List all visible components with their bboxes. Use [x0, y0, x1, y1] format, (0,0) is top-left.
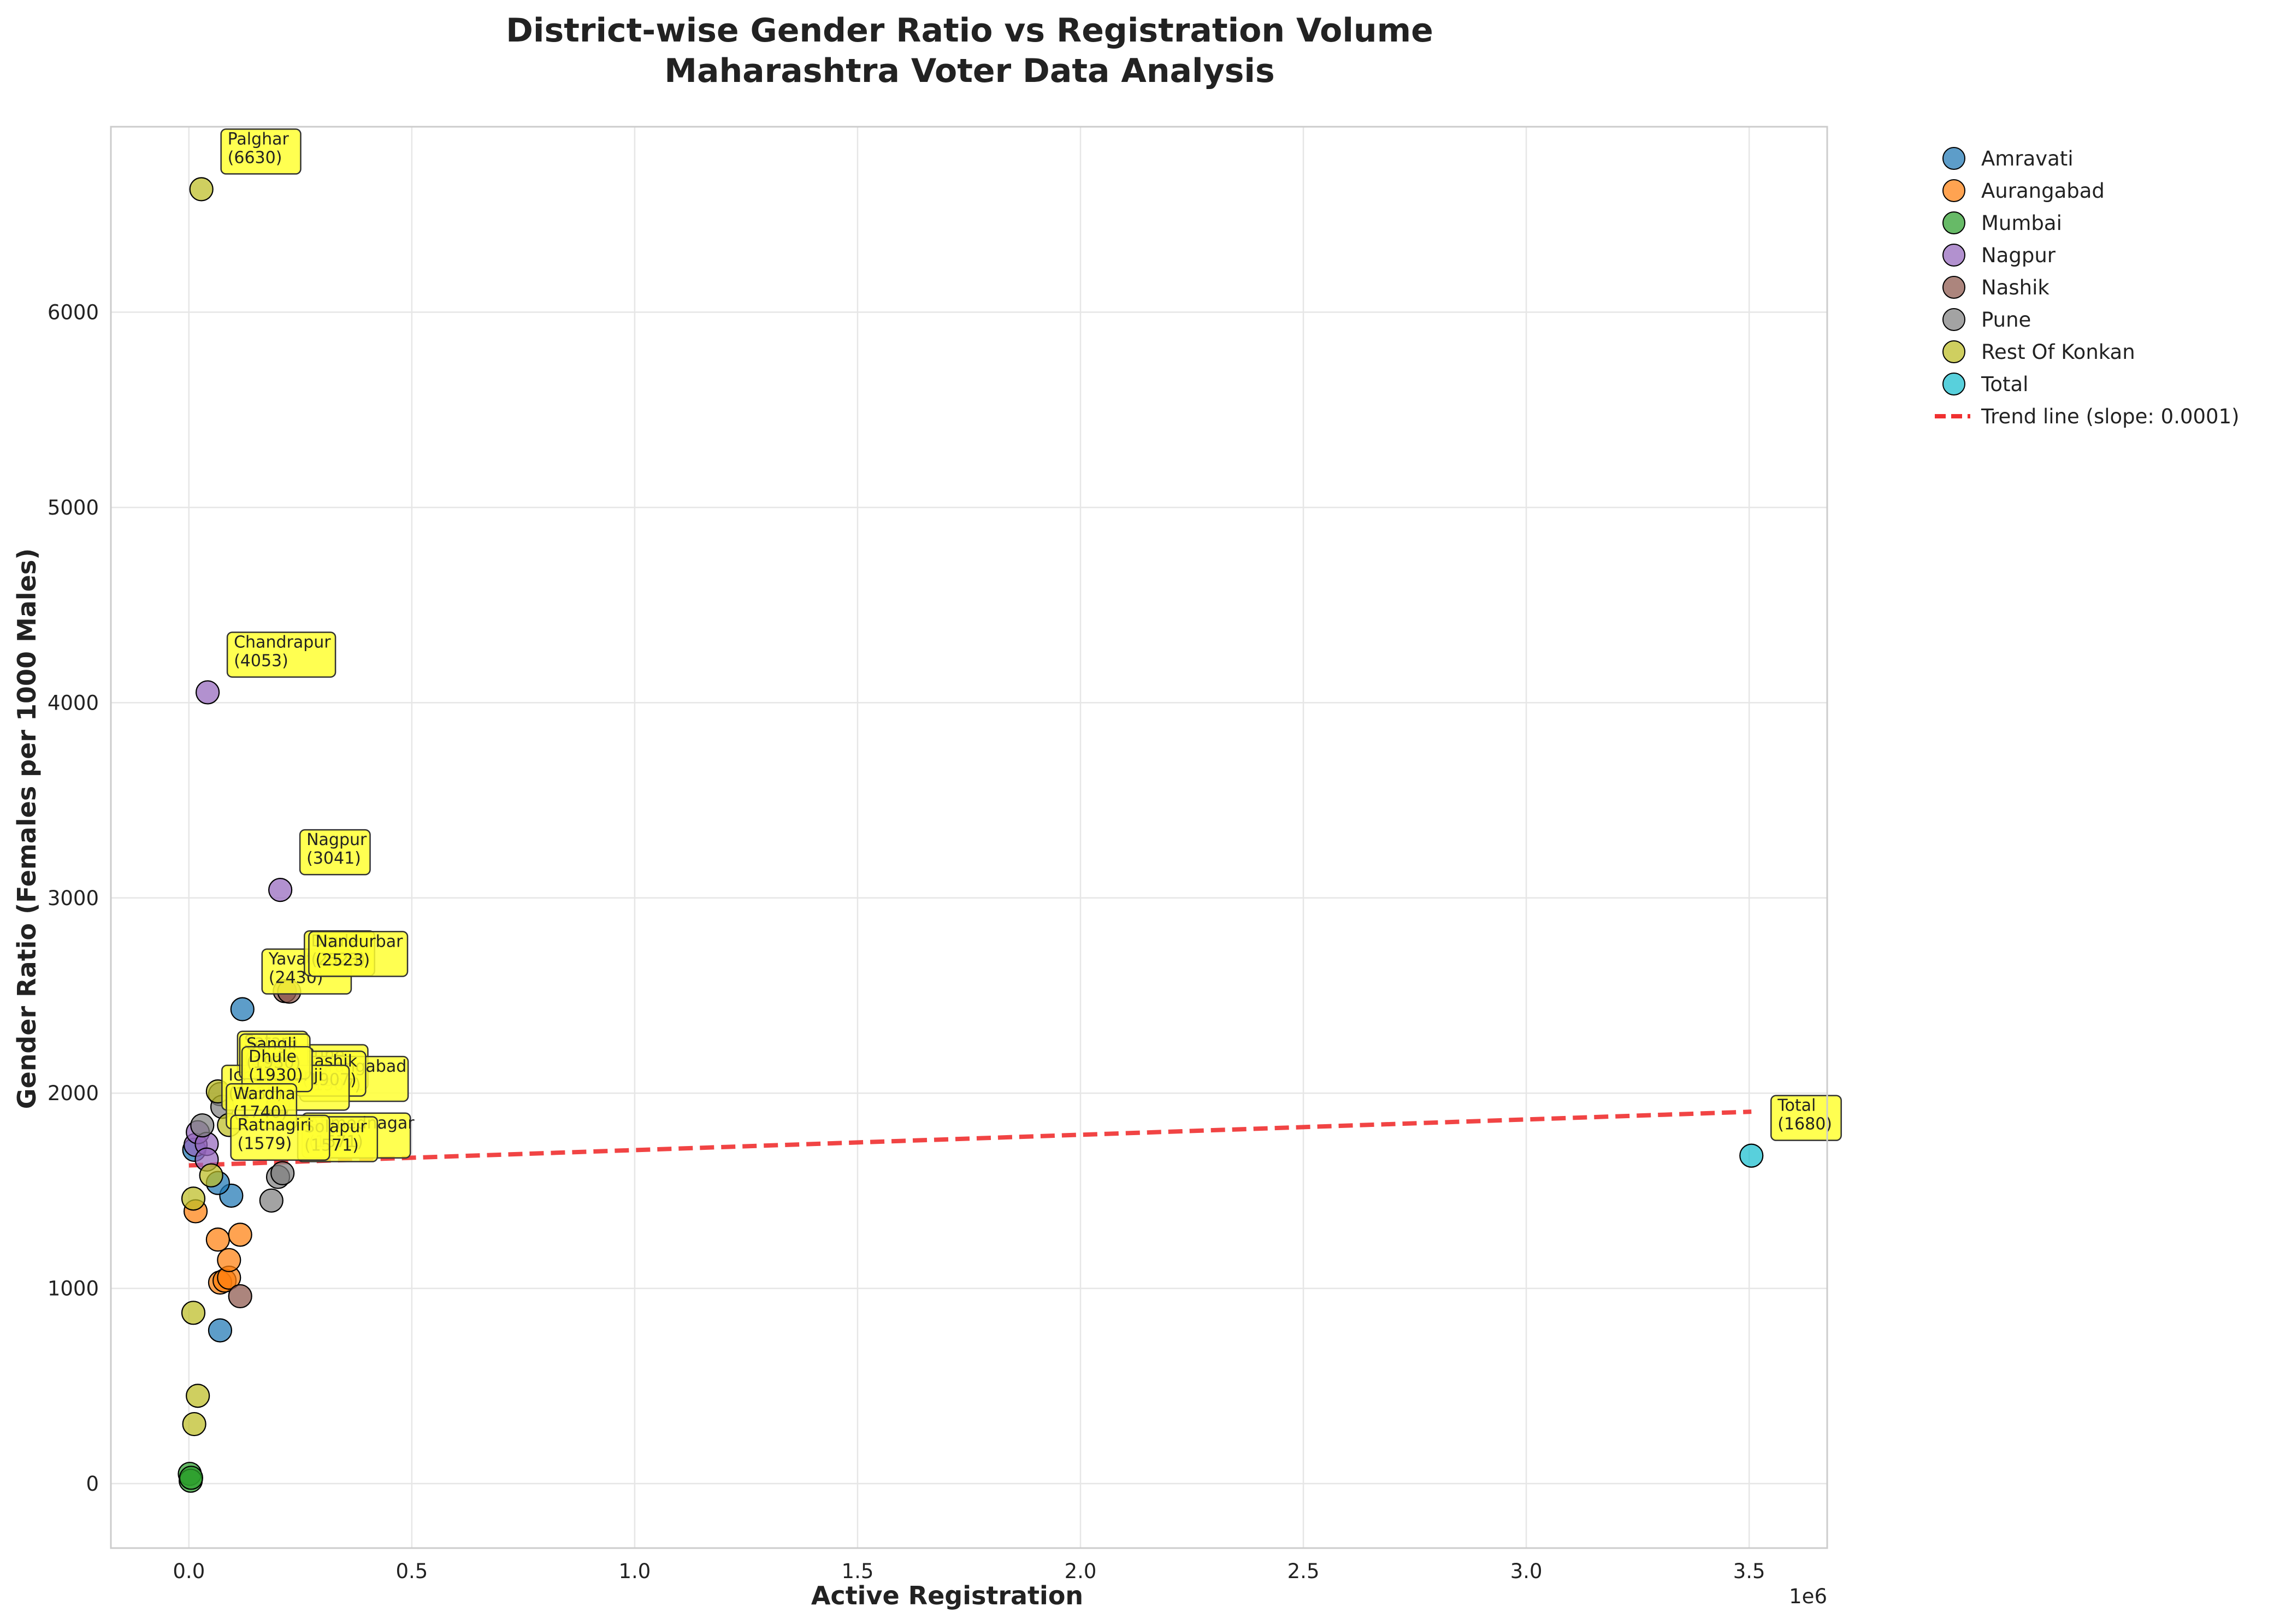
scatter-point	[182, 1412, 206, 1437]
y-tick-label: 2000	[48, 1082, 99, 1105]
legend-marker	[1942, 179, 1965, 202]
x-tick-label: 1.0	[619, 1560, 651, 1583]
legend-label: Total	[1981, 373, 2028, 396]
annotation-text: Dhule (1930)	[249, 1047, 303, 1085]
scatter-point	[228, 1284, 252, 1309]
legend-label: Nashik	[1981, 276, 2049, 299]
legend-marker	[1942, 211, 1965, 234]
annotation-label: Ratnagiri (1579)	[230, 1114, 330, 1161]
annotation-text: Ratnagiri (1579)	[238, 1116, 312, 1154]
chart-title: District-wise Gender Ratio vs Registrati…	[506, 11, 1433, 50]
scatter-point	[205, 1227, 230, 1252]
x-axis-label: Active Registration	[811, 1581, 1083, 1610]
x-tick-label: 3.5	[1733, 1560, 1765, 1583]
legend-marker	[1942, 373, 1965, 395]
x-tick-label: 0.0	[173, 1560, 205, 1583]
annotations: Palghar (6630) Chandrapur (4053) Nagpur (3041…	[220, 128, 1842, 1162]
legend-label: Pune	[1981, 308, 2031, 332]
annotation-box	[308, 931, 409, 977]
plot-area-frame	[110, 126, 1828, 1549]
chart-subtitle: Maharashtra Voter Data Analysis	[664, 52, 1274, 90]
x-tick-label: 2.5	[1287, 1560, 1320, 1583]
legend-marker	[1942, 308, 1965, 331]
annotation-label: Nandurbar (2523)	[308, 931, 409, 977]
y-tick-label: 5000	[48, 496, 99, 519]
x-tick-label: 3.0	[1510, 1560, 1543, 1583]
annotation-label: Total (1680)	[1770, 1095, 1842, 1141]
legend-label: Amravati	[1981, 147, 2074, 170]
x-tick-label: 1.5	[842, 1560, 874, 1583]
legend-marker	[1942, 244, 1965, 267]
x-axis-ticks: 0.0 0.5 1.0 1.5 2.0 2.5 3.0 3.5	[173, 1560, 1765, 1583]
annotation-label: Dhule (1930)	[241, 1046, 313, 1092]
annotation-box	[226, 631, 336, 678]
annotation-label: Palghar (6630)	[220, 128, 302, 175]
scatter-point	[186, 1384, 210, 1408]
annotation-label: Nagpur (3041)	[299, 829, 371, 876]
legend-label: Trend line (slope: 0.0001)	[1981, 405, 2240, 428]
legend-marker	[1942, 276, 1965, 299]
scatter-points	[178, 177, 1764, 1493]
annotation-text: Total (1680)	[1777, 1096, 1832, 1134]
legend-label: Rest Of Konkan	[1981, 340, 2135, 364]
scatter-point	[181, 1301, 206, 1325]
scatter-point	[199, 1163, 223, 1188]
x-axis-offset-label: 1e6	[1789, 1585, 1827, 1608]
trend-line	[188, 1109, 1752, 1168]
annotation-box	[299, 829, 371, 876]
scatter-point	[179, 1466, 203, 1490]
annotation-box	[230, 1114, 330, 1161]
scatter-point	[268, 878, 293, 902]
scatter-point	[190, 1113, 215, 1138]
annotation-text: Nandurbar (2523)	[315, 932, 403, 970]
y-tick-label: 4000	[48, 691, 99, 714]
x-tick-label: 0.5	[395, 1560, 428, 1583]
y-tick-label: 1000	[48, 1277, 99, 1301]
legend-label: Aurangabad	[1981, 179, 2105, 203]
legend-label: Nagpur	[1981, 244, 2056, 267]
scatter-point	[228, 1223, 252, 1247]
annotation-box	[220, 128, 302, 175]
scatter-point	[259, 1188, 283, 1213]
annotation-text: Chandrapur (4053)	[234, 633, 331, 670]
scatter-point	[230, 997, 255, 1021]
scatter-point	[217, 1248, 241, 1272]
annotation-text: Palghar (6630)	[228, 129, 290, 167]
y-tick-label: 3000	[48, 887, 99, 910]
y-axis-ticks: 0 1000 2000 3000 4000 5000 6000	[48, 301, 99, 1496]
legend: Amravati Aurangabad Mumbai Nagpur Nashik Pune…	[1935, 147, 2240, 428]
scatter-point	[270, 1161, 295, 1185]
scatter-point	[1739, 1143, 1764, 1168]
annotation-text: Nagpur (3041)	[306, 830, 367, 868]
annotation-label: Chandrapur (4053)	[226, 631, 336, 678]
scatter-point	[189, 177, 214, 202]
y-axis-label: Gender Ratio (Females per 1000 Males)	[12, 548, 42, 1109]
legend-marker	[1942, 147, 1965, 170]
x-tick-label: 2.0	[1065, 1560, 1097, 1583]
annotation-box	[1770, 1095, 1842, 1141]
scatter-point	[195, 680, 220, 705]
scatter-point	[181, 1186, 206, 1211]
legend-label: Mumbai	[1981, 211, 2062, 235]
legend-marker	[1942, 340, 1965, 363]
y-tick-label: 6000	[48, 301, 99, 324]
y-tick-label: 0	[86, 1472, 99, 1496]
trend-line-layer	[188, 1109, 1752, 1168]
scatter-point	[208, 1318, 233, 1343]
